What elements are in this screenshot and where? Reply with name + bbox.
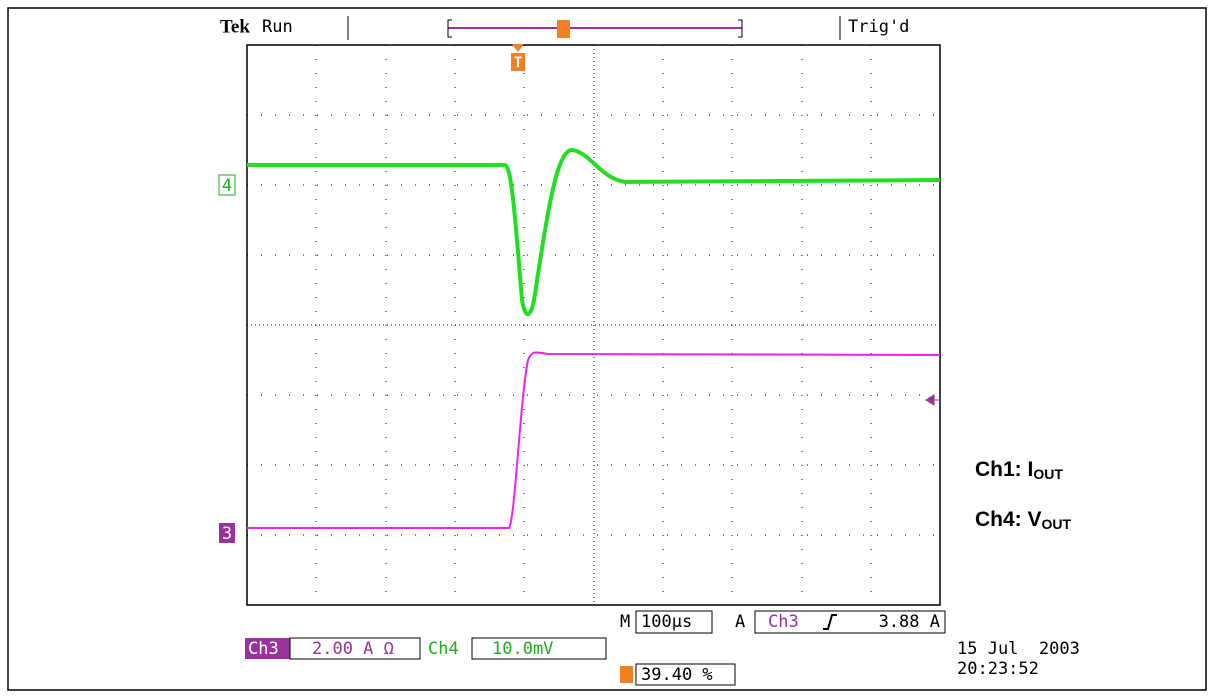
ch3-marker: [219, 523, 235, 543]
legend-subscript: OUT: [1033, 466, 1063, 482]
ch3-name: Ch3: [248, 639, 279, 659]
timebase-label: M: [620, 612, 630, 632]
ch3-trace: [247, 351, 941, 529]
record-bar: [447, 19, 743, 38]
position: 39.40 %: [641, 665, 713, 685]
trigger-label: A: [735, 612, 745, 632]
ch3-scale-box: [289, 637, 421, 660]
legend-text: Ch1: I: [975, 458, 1033, 481]
brand: Tek: [220, 16, 250, 37]
ch4-scale-box: [471, 637, 607, 660]
date: 15 Jul 2003: [957, 639, 1080, 659]
graticule: [246, 44, 941, 606]
legend-item: Ch1: IOUT: [975, 458, 1063, 482]
status: Run: [262, 17, 293, 37]
ch4-name: Ch4: [428, 639, 459, 659]
position-box: [635, 663, 736, 686]
timebase-value: 100µs: [641, 612, 692, 632]
ch3-badge: [245, 638, 290, 659]
ch3-scale: 2.00 A Ω: [312, 639, 394, 659]
slope-icon: [823, 614, 837, 630]
ch4-scale: 10.0mV: [492, 639, 553, 659]
ch4-trace: [247, 147, 941, 317]
ch4-marker: [218, 174, 236, 196]
trigger-box: [754, 610, 946, 634]
trigger-level: 3.88 A: [879, 612, 940, 632]
legend-text: Ch4: V: [975, 508, 1042, 531]
position-icon: [620, 666, 633, 683]
ch3-marker-label: 3: [222, 524, 232, 544]
trigger-level-marker: [925, 394, 940, 406]
trigger-source: Ch3: [768, 612, 799, 632]
legend-item: Ch4: VOUT: [975, 508, 1072, 532]
legend-subscript: OUT: [1042, 516, 1072, 532]
ch4-marker-label: 4: [222, 176, 232, 196]
timebase-box: [635, 610, 713, 634]
time: 20:23:52: [957, 659, 1039, 679]
frame: [7, 7, 1207, 691]
trigger-marker: T: [511, 44, 525, 71]
trigger-state: Trig'd: [848, 17, 909, 37]
trigger-marker-label: T: [514, 55, 522, 71]
